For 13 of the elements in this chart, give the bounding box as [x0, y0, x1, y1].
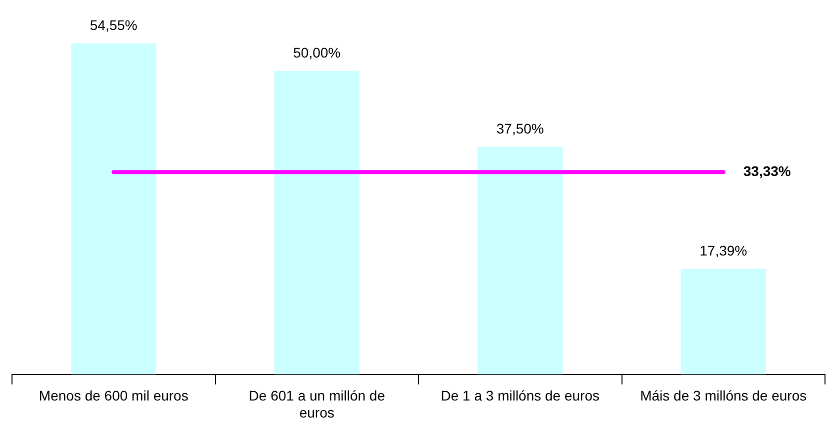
x-tick-label: Menos de 600 mil euros [38, 388, 188, 404]
bar [680, 268, 766, 374]
data-label: 17,39% [700, 242, 748, 259]
x-tick-label: De 601 a un millón de euros [248, 388, 386, 420]
bar [274, 70, 360, 374]
x-tick-label: Máis de 3 millóns de euros [640, 388, 807, 404]
bar [70, 43, 156, 374]
data-label: 37,50% [496, 120, 544, 137]
bar [477, 146, 563, 374]
x-tick-label: De 1 a 3 millóns de euros [440, 388, 600, 404]
ref-line-label: 33,33% [743, 162, 792, 179]
data-label: 54,55% [90, 17, 138, 34]
data-label: 50,00% [293, 44, 341, 61]
